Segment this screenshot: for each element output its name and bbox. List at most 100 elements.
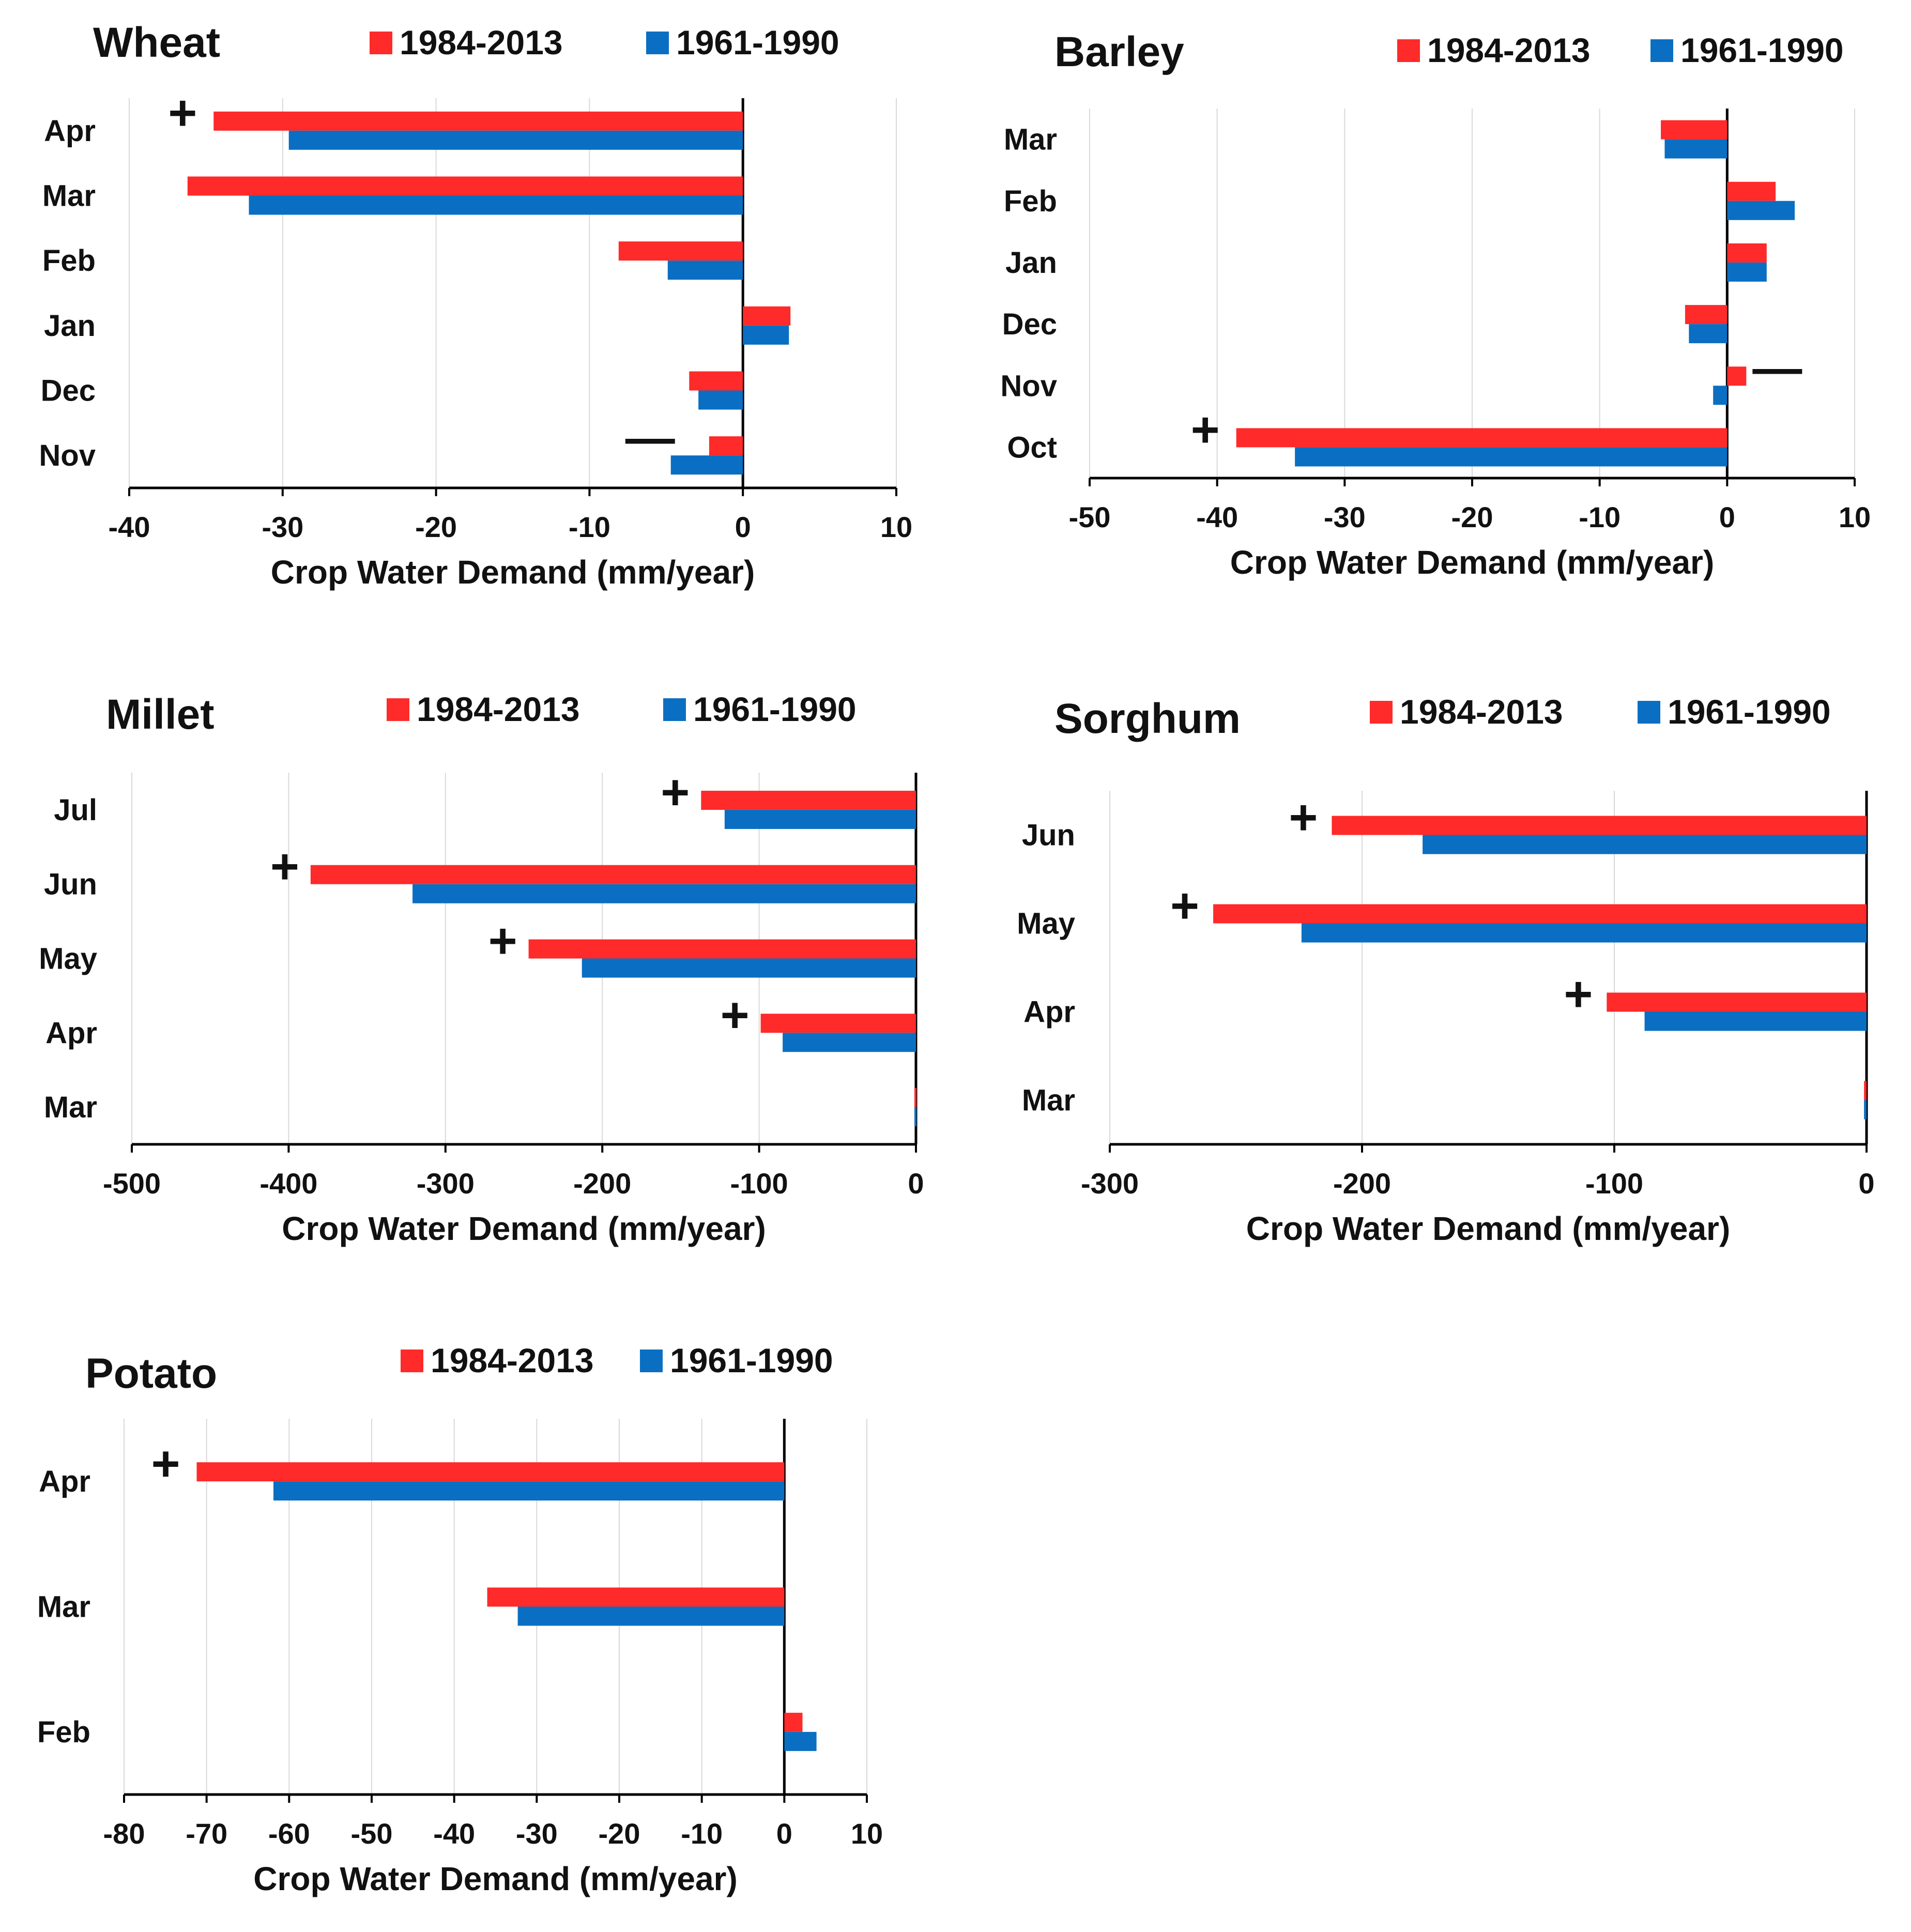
legend-swatch-1984-2013: [1397, 39, 1420, 62]
x-tick-label: -30: [516, 1817, 558, 1850]
bar-may-1984-2013: [1213, 904, 1867, 924]
legend-swatch-1984-2013: [387, 698, 409, 721]
significance-marker: +: [1170, 878, 1199, 933]
x-tick-label: -40: [433, 1817, 475, 1850]
x-axis-label: Crop Water Demand (mm/year): [1230, 544, 1715, 581]
legend-label-1984-2013: 1984-2013: [1400, 693, 1563, 731]
category-label-mar: Mar: [1004, 123, 1057, 157]
category-label-mar: Mar: [44, 1091, 97, 1124]
bar-apr-1961-1990: [273, 1481, 785, 1501]
legend-label-1961-1990: 1961-1990: [676, 23, 839, 62]
legend-label-1984-2013: 1984-2013: [400, 23, 563, 62]
bar-mar-1961-1990: [249, 195, 743, 215]
bar-jul-1984-2013: [701, 790, 916, 810]
x-tick-label: -100: [1585, 1167, 1643, 1200]
bar-oct-1961-1990: [1295, 447, 1727, 467]
category-label-jun: Jun: [44, 868, 97, 901]
bar-may-1961-1990: [1301, 923, 1867, 943]
bar-feb-1984-2013: [784, 1712, 803, 1732]
legend-swatch-1961-1990: [646, 32, 669, 54]
x-tick-label: -300: [417, 1167, 475, 1200]
category-label-dec: Dec: [41, 374, 96, 408]
significance-marker: +: [168, 85, 197, 141]
bar-jun-1984-2013: [1332, 816, 1867, 835]
bar-mar-1984-2013: [1661, 120, 1727, 140]
significance-marker: —: [625, 410, 675, 466]
x-tick-label: -100: [730, 1167, 788, 1200]
x-tick-label: -500: [103, 1167, 161, 1200]
bar-mar-1961-1990: [1864, 1100, 1867, 1120]
x-tick-label: 10: [1839, 501, 1871, 533]
legend-swatch-1984-2013: [401, 1350, 423, 1372]
bar-mar-1961-1990: [914, 1107, 916, 1127]
legend-label-1961-1990: 1961-1990: [693, 690, 857, 728]
sorghum-chart: Sorghum 1984-2013 1961-1990 -300 -200 -100 0 Cr…: [1017, 693, 1874, 1247]
significance-marker: +: [151, 1436, 180, 1492]
potato-title: Potato: [85, 1350, 217, 1397]
category-label-mar: Mar: [1022, 1084, 1075, 1117]
bar-jan-1984-2013: [743, 306, 791, 326]
bar-jun-1984-2013: [310, 865, 916, 884]
x-tick-label: -200: [573, 1167, 631, 1200]
bar-jan-1961-1990: [1727, 262, 1767, 282]
legend-label-1984-2013: 1984-2013: [431, 1341, 594, 1379]
bar-nov-1984-2013: [1727, 366, 1747, 386]
category-label-mar: Mar: [37, 1590, 90, 1624]
significance-marker: —: [1752, 341, 1802, 396]
x-tick-label: 0: [1719, 501, 1735, 533]
x-tick-label: -40: [1196, 501, 1238, 533]
x-tick-label: -10: [569, 511, 610, 543]
x-tick-label: 10: [880, 511, 912, 543]
potato-chart: Potato 1984-2013 1961-1990 -80 -70 -60 -50 -40 -…: [37, 1341, 883, 1897]
significance-marker: +: [1564, 967, 1593, 1022]
bar-dec-1984-2013: [689, 371, 743, 391]
bar-mar-1984-2013: [914, 1088, 916, 1108]
legend-swatch-1961-1990: [1638, 701, 1660, 724]
x-tick-label: -300: [1081, 1167, 1139, 1200]
x-tick-label: 0: [776, 1817, 792, 1850]
category-label-apr: Apr: [45, 1016, 97, 1050]
x-tick-label: -10: [1579, 501, 1620, 533]
x-tick-label: -30: [1324, 501, 1366, 533]
significance-marker: +: [1191, 402, 1220, 457]
bar-dec-1961-1990: [1689, 324, 1727, 344]
sorghum-title: Sorghum: [1054, 695, 1241, 742]
bar-nov-1961-1990: [1713, 386, 1727, 405]
x-tick-label: -50: [351, 1817, 393, 1850]
bar-apr-1961-1990: [1644, 1011, 1867, 1031]
bar-nov-1984-2013: [709, 436, 743, 456]
bar-dec-1961-1990: [698, 390, 743, 410]
bar-dec-1984-2013: [1685, 305, 1727, 325]
x-tick-label: -20: [599, 1817, 640, 1850]
x-tick-label: 10: [851, 1817, 883, 1850]
x-tick-label: -50: [1069, 501, 1111, 533]
bar-feb-1961-1990: [784, 1731, 817, 1751]
x-tick-label: -200: [1333, 1167, 1391, 1200]
category-label-apr: Apr: [1023, 995, 1075, 1029]
legend-swatch-1961-1990: [1650, 39, 1673, 62]
category-label-jan: Jan: [44, 309, 96, 343]
bar-jun-1961-1990: [1423, 835, 1867, 854]
category-label-feb: Feb: [42, 244, 96, 278]
bar-mar-1961-1990: [1664, 139, 1727, 159]
bar-apr-1961-1990: [288, 130, 743, 150]
legend-label-1984-2013: 1984-2013: [417, 690, 580, 728]
wheat-title: Wheat: [93, 19, 220, 66]
significance-marker: +: [721, 988, 750, 1043]
bar-feb-1961-1990: [667, 260, 743, 280]
significance-marker: +: [488, 913, 517, 969]
legend-label-1961-1990: 1961-1990: [1680, 31, 1844, 69]
bar-apr-1984-2013: [196, 1462, 785, 1482]
x-tick-label: -20: [415, 511, 457, 543]
category-label-feb: Feb: [1004, 185, 1057, 218]
millet-title: Millet: [106, 691, 215, 738]
legend-label-1961-1990: 1961-1990: [670, 1341, 833, 1379]
category-label-nov: Nov: [1000, 369, 1057, 403]
category-label-apr: Apr: [39, 1465, 90, 1498]
bar-apr-1984-2013: [760, 1014, 916, 1033]
category-label-mar: Mar: [42, 179, 96, 213]
x-tick-label: -10: [681, 1817, 723, 1850]
bar-feb-1984-2013: [1727, 181, 1776, 201]
bar-apr-1984-2013: [213, 111, 743, 131]
